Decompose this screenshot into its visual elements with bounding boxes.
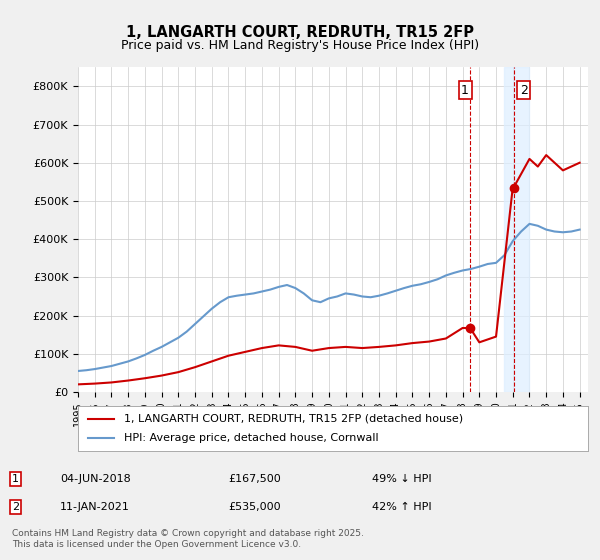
Text: £535,000: £535,000 <box>228 502 281 512</box>
Text: Contains HM Land Registry data © Crown copyright and database right 2025.
This d: Contains HM Land Registry data © Crown c… <box>12 529 364 549</box>
Text: 42% ↑ HPI: 42% ↑ HPI <box>372 502 431 512</box>
Text: 1: 1 <box>461 83 469 97</box>
Text: 49% ↓ HPI: 49% ↓ HPI <box>372 474 431 484</box>
Text: HPI: Average price, detached house, Cornwall: HPI: Average price, detached house, Corn… <box>124 433 379 444</box>
Text: 2: 2 <box>520 83 527 97</box>
Text: 1, LANGARTH COURT, REDRUTH, TR15 2FP: 1, LANGARTH COURT, REDRUTH, TR15 2FP <box>126 25 474 40</box>
Text: 1: 1 <box>12 474 19 484</box>
Text: 11-JAN-2021: 11-JAN-2021 <box>60 502 130 512</box>
Text: £167,500: £167,500 <box>228 474 281 484</box>
Bar <box>505 67 529 392</box>
Text: 1, LANGARTH COURT, REDRUTH, TR15 2FP (detached house): 1, LANGARTH COURT, REDRUTH, TR15 2FP (de… <box>124 413 463 423</box>
Text: Price paid vs. HM Land Registry's House Price Index (HPI): Price paid vs. HM Land Registry's House … <box>121 39 479 52</box>
Text: 04-JUN-2018: 04-JUN-2018 <box>60 474 131 484</box>
Text: 2: 2 <box>12 502 19 512</box>
